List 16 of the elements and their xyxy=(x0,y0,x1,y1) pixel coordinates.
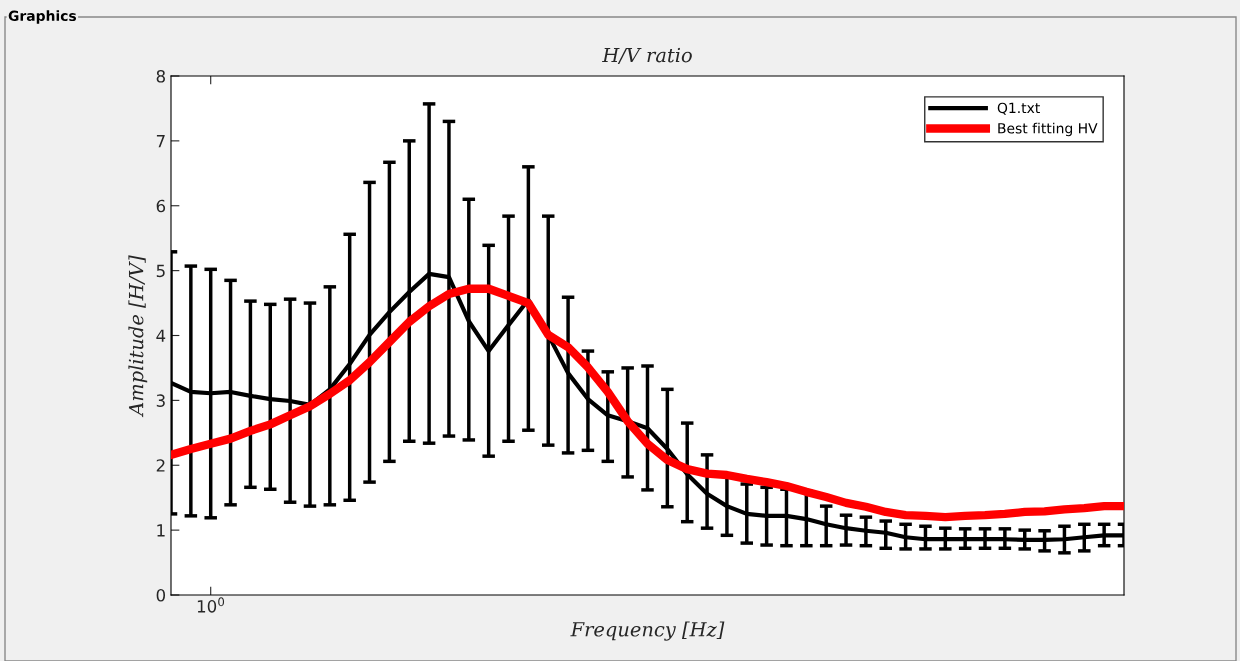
y-tick-label: 8 xyxy=(156,69,165,83)
y-tick-label: 0 xyxy=(156,588,166,602)
legend-label: Q1.txt xyxy=(997,102,1040,115)
legend-label: Best fitting HV xyxy=(998,122,1098,137)
y-tick-label: 5 xyxy=(156,264,165,278)
y-tick-label: 2 xyxy=(156,459,165,472)
y-tick-label: 7 xyxy=(156,135,165,148)
y-axis-title: Amplitude [H/V] xyxy=(128,255,148,418)
y-tick-label: 4 xyxy=(156,329,166,342)
text: Graphics xyxy=(8,10,77,24)
chart-title: H/V ratio xyxy=(602,47,692,64)
y-tick-label: 1 xyxy=(157,524,165,537)
y-tick-label: 6 xyxy=(156,199,166,213)
y-tick-label: 3 xyxy=(156,394,165,407)
x-tick-label: 10$^{0}$ xyxy=(197,597,225,613)
x-axis-title: Frequency [Hz] xyxy=(570,621,725,641)
